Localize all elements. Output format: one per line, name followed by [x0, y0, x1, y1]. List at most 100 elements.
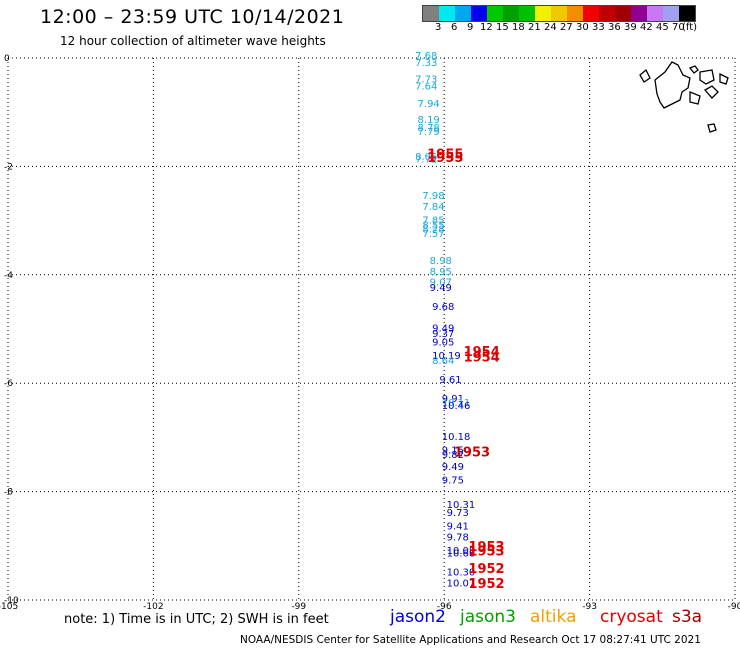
wave-height-value: 9.37	[432, 329, 454, 340]
color-swatch	[647, 6, 663, 21]
color-scale-label: 36	[608, 22, 621, 33]
wave-height-value: 7.57	[422, 229, 444, 240]
y-tick-label: -4	[4, 271, 13, 281]
wave-height-value: 9.07	[430, 278, 452, 289]
wave-height-value: 9.49	[432, 324, 454, 335]
color-swatch	[439, 6, 455, 21]
wave-height-value: 9.05	[432, 337, 454, 348]
color-scale-label: 70	[672, 22, 685, 33]
credit-line: NOAA/NESDIS Center for Satellite Applica…	[240, 634, 701, 646]
wave-height-value: 8.95	[430, 267, 452, 278]
wave-height-value: 10.19	[432, 351, 461, 362]
pass-number: 1954	[464, 345, 500, 360]
color-swatch	[679, 6, 695, 21]
y-tick-label: 0	[4, 54, 10, 64]
color-scale-label: 12	[480, 22, 493, 33]
wave-height-value: 9.68	[432, 302, 454, 313]
page-subtitle: 12 hour collection of altimeter wave hei…	[60, 34, 326, 48]
color-swatch	[615, 6, 631, 21]
wave-height-value: 8.98	[430, 256, 452, 267]
units-note: note: 1) Time is in UTC; 2) SWH is in fe…	[64, 612, 329, 627]
wave-height-value: 7.98	[422, 191, 444, 202]
wave-height-value: 8.19	[418, 115, 440, 126]
wave-height-value: 7.33	[415, 58, 437, 69]
color-scale-label: 45	[656, 22, 669, 33]
pass-number: 1954	[464, 351, 500, 366]
pass-number: 1955	[427, 151, 463, 166]
color-scale-label: 30	[576, 22, 589, 33]
color-scale-label: 3	[435, 22, 442, 33]
color-scale-bar	[422, 5, 696, 22]
color-swatch	[663, 6, 679, 21]
wave-height-value: 10.18	[442, 432, 471, 443]
legend-altika: altika	[530, 607, 577, 627]
y-tick-label: -10	[4, 596, 19, 606]
color-swatch	[471, 6, 487, 21]
color-scale-label: 6	[451, 22, 458, 33]
y-tick-label: -2	[4, 162, 13, 172]
wave-height-value: 7.84	[422, 202, 444, 213]
wave-height-value: 10.11	[442, 398, 471, 409]
color-scale-label: 39	[624, 22, 637, 33]
wave-height-value: 10.68	[447, 549, 476, 560]
color-swatch	[551, 6, 567, 21]
wave-height-value: 10.46	[442, 401, 471, 412]
wave-height-value: 7.73	[415, 74, 437, 85]
color-scale-label: 15	[496, 22, 509, 33]
wave-height-value: 9.49	[442, 462, 464, 473]
wave-height-value: 7.64	[415, 81, 437, 92]
wave-height-value: 10.30	[447, 568, 476, 579]
y-tick-label: -8	[4, 488, 13, 498]
page-title: 12:00 – 23:59 UTC 10/14/2021	[40, 6, 345, 28]
pass-number: 1953	[468, 545, 504, 560]
wave-height-value: 8.06	[415, 152, 437, 163]
wave-height-value: 8.78	[418, 123, 440, 134]
color-swatch	[487, 6, 503, 21]
wave-height-value: 10.07	[447, 578, 476, 589]
pass-number: 1952	[468, 577, 504, 592]
wave-height-value: 9.91	[442, 394, 464, 405]
color-swatch	[519, 6, 535, 21]
x-tick-label: -96	[437, 602, 452, 612]
wave-height-value: 8.55	[422, 221, 444, 232]
color-scale-label: (ft)	[682, 22, 698, 33]
color-swatch	[567, 6, 583, 21]
x-tick-label: -102	[143, 602, 163, 612]
pass-number: 1953	[454, 445, 490, 460]
color-swatch	[503, 6, 519, 21]
pass-number: 1952	[468, 562, 504, 577]
wave-height-value: 10.08	[447, 546, 476, 557]
wave-height-value: 7.94	[418, 99, 440, 110]
altimeter-measurements: 7.687.33 7.737.64 7.94 8.198.787.79 8.067.72…	[415, 51, 475, 589]
color-scale-label: 33	[592, 22, 605, 33]
wave-height-value: 9.82	[442, 450, 464, 461]
x-tick-label: -105	[0, 602, 18, 612]
legend-cryosat: cryosat	[600, 607, 663, 627]
wave-height-value: 9.15	[442, 446, 464, 457]
wave-height-value: 9.78	[447, 532, 469, 543]
color-swatch	[423, 6, 439, 21]
color-scale-label: 9	[467, 22, 474, 33]
pass-number: 1953	[468, 540, 504, 555]
color-scale-label: 21	[528, 22, 541, 33]
x-tick-label: -99	[291, 602, 306, 612]
y-tick-label: -6	[4, 379, 13, 389]
legend-jason3: jason3	[460, 607, 516, 627]
x-tick-label: -93	[582, 602, 597, 612]
wave-height-value: 9.73	[447, 508, 469, 519]
wave-height-value: 9.41	[447, 522, 469, 533]
color-swatch	[599, 6, 615, 21]
wave-height-value: 9.61	[439, 375, 461, 386]
pass-number: 1955	[427, 147, 463, 162]
wave-height-value: 9.49	[430, 283, 452, 294]
color-scale-label: 42	[640, 22, 653, 33]
legend-jason2: jason2	[390, 607, 446, 627]
wave-height-value: 7.85	[422, 215, 444, 226]
wave-height-value: 7.68	[415, 51, 437, 62]
color-swatch	[631, 6, 647, 21]
color-scale-label: 24	[544, 22, 557, 33]
wave-height-value: 7.79	[418, 127, 440, 138]
x-tick-label: -90	[728, 602, 740, 612]
